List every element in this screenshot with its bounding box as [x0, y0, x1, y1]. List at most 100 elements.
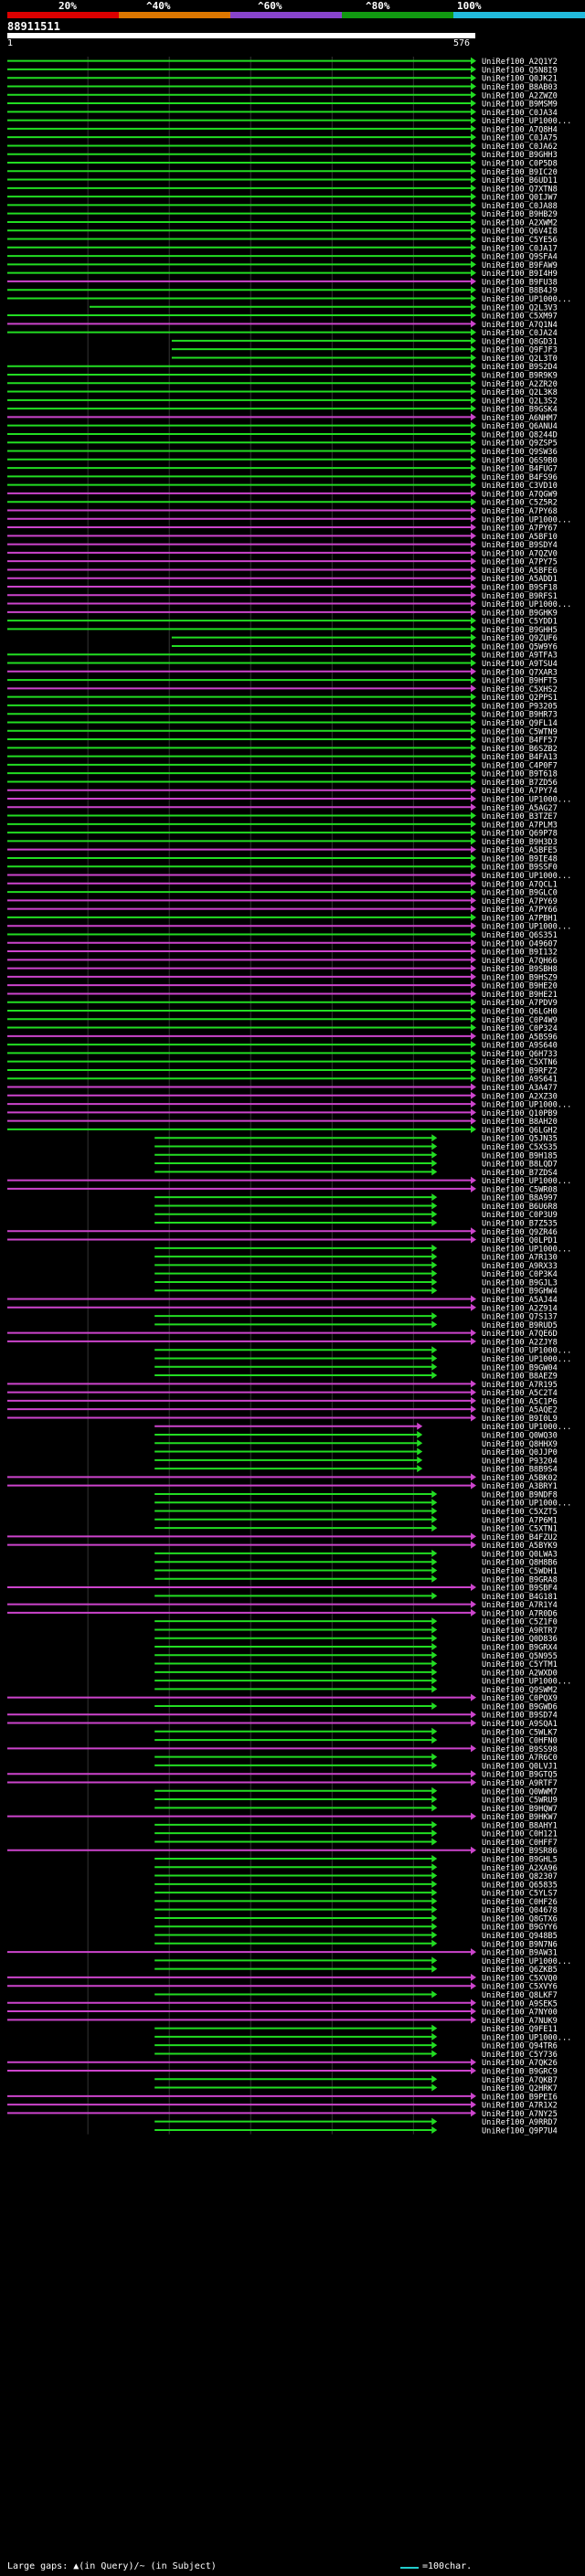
- hit-row[interactable]: UniRef100_A7PY69: [7, 896, 558, 906]
- hit-label[interactable]: UniRef100_Q6ZKB5: [482, 1966, 558, 1975]
- hit-row[interactable]: UniRef100_C5XM97: [7, 312, 558, 322]
- hit-row[interactable]: UniRef100_C0HFN0: [154, 1736, 558, 1746]
- hit-label[interactable]: UniRef100_C0JA75: [482, 134, 558, 143]
- hit-label[interactable]: UniRef100_C0JA34: [482, 109, 558, 118]
- hit-label[interactable]: UniRef100_UP1000...: [482, 1177, 571, 1186]
- hit-label[interactable]: UniRef100_A9RRD7: [482, 2118, 558, 2127]
- hit-row[interactable]: UniRef100_Q6H733: [7, 1049, 558, 1059]
- hit-row[interactable]: UniRef100_Q0IJW7: [7, 193, 558, 203]
- hit-label[interactable]: UniRef100_B9GHH3: [482, 151, 558, 160]
- hit-label[interactable]: UniRef100_B4G181: [482, 1593, 558, 1602]
- hit-row[interactable]: UniRef100_A9TSU4: [7, 659, 558, 670]
- hit-row[interactable]: UniRef100_Q2HRK7: [154, 2083, 558, 2094]
- hit-label[interactable]: UniRef100_B9I132: [482, 949, 558, 958]
- hit-row[interactable]: UniRef100_B9SD74: [7, 1711, 558, 1721]
- hit-label[interactable]: UniRef100_C5WR08: [482, 1185, 558, 1194]
- hit-label[interactable]: UniRef100_Q0D836: [482, 1635, 558, 1644]
- hit-row[interactable]: UniRef100_C0HF26: [154, 1897, 558, 1907]
- hit-row[interactable]: UniRef100_A7R195: [7, 1380, 558, 1390]
- hit-label[interactable]: UniRef100_B9T618: [482, 770, 558, 779]
- hit-label[interactable]: UniRef100_A7R6C0: [482, 1754, 558, 1763]
- hit-row[interactable]: UniRef100_C4P0F7: [7, 760, 558, 771]
- hit-label[interactable]: UniRef100_A3A477: [482, 1084, 558, 1093]
- hit-label[interactable]: UniRef100_B9HR73: [482, 711, 558, 720]
- hit-label[interactable]: UniRef100_UP1000...: [482, 1347, 571, 1356]
- hit-row[interactable]: UniRef100_A7QGW9: [7, 489, 558, 500]
- hit-row[interactable]: UniRef100_A5BF10: [7, 532, 558, 542]
- hit-row[interactable]: UniRef100_B9GHL5: [154, 1855, 558, 1865]
- hit-row[interactable]: UniRef100_A9S641: [7, 1075, 558, 1085]
- hit-row[interactable]: UniRef100_B9N7N6: [154, 1939, 558, 1950]
- hit-label[interactable]: UniRef100_A5AG27: [482, 804, 558, 813]
- hit-label[interactable]: UniRef100_Q9FE11: [482, 2025, 558, 2034]
- hit-label[interactable]: UniRef100_Q94TR6: [482, 2042, 558, 2051]
- hit-label[interactable]: UniRef100_B7Z535: [482, 1220, 558, 1229]
- hit-row[interactable]: UniRef100_Q5JN35: [154, 1134, 558, 1144]
- hit-label[interactable]: UniRef100_A2Z914: [482, 1304, 558, 1313]
- hit-row[interactable]: UniRef100_B9GHH3: [7, 150, 558, 161]
- hit-label[interactable]: UniRef100_P93205: [482, 702, 558, 711]
- hit-row[interactable]: UniRef100_UP1000...: [7, 116, 571, 127]
- hit-row[interactable]: UniRef100_A9SEK5: [7, 1998, 558, 2009]
- hit-row[interactable]: UniRef100_B9HKW7: [7, 1812, 558, 1823]
- hit-label[interactable]: UniRef100_C5XS35: [482, 1143, 558, 1152]
- hit-row[interactable]: UniRef100_A7Q8H4: [7, 124, 558, 135]
- hit-row[interactable]: UniRef100_P93205: [7, 701, 558, 712]
- hit-label[interactable]: UniRef100_Q6S9B0: [482, 456, 558, 465]
- hit-label[interactable]: UniRef100_B9GJL3: [482, 1278, 558, 1288]
- hit-row[interactable]: UniRef100_Q69P78: [7, 829, 558, 839]
- hit-row[interactable]: UniRef100_B9I132: [7, 948, 558, 958]
- hit-label[interactable]: UniRef100_B9H185: [482, 1151, 558, 1161]
- hit-row[interactable]: UniRef100_B9GRA8: [154, 1574, 558, 1585]
- hit-label[interactable]: UniRef100_A9SQA1: [482, 1720, 558, 1729]
- hit-label[interactable]: UniRef100_A9TFA3: [482, 652, 558, 661]
- hit-row[interactable]: UniRef100_C5WLK7: [154, 1727, 558, 1738]
- hit-label[interactable]: UniRef100_C5XM97: [482, 313, 558, 322]
- hit-row[interactable]: UniRef100_Q2L3K8: [7, 387, 558, 398]
- hit-label[interactable]: UniRef100_C0P3U9: [482, 1211, 558, 1220]
- hit-row[interactable]: UniRef100_Q5N8I9: [7, 65, 558, 76]
- hit-row[interactable]: UniRef100_A7QKB7: [154, 2075, 558, 2085]
- hit-row[interactable]: UniRef100_C5XVY6: [7, 1982, 558, 1992]
- hit-row[interactable]: UniRef100_C3VD10: [7, 481, 558, 492]
- hit-label[interactable]: UniRef100_UP1000...: [482, 600, 571, 610]
- hit-label[interactable]: UniRef100_Q9ZR46: [482, 1228, 558, 1237]
- hit-label[interactable]: UniRef100_A9RTF7: [482, 1779, 558, 1788]
- hit-row[interactable]: UniRef100_B9GWD6: [154, 1701, 558, 1712]
- hit-label[interactable]: UniRef100_Q0LPD1: [482, 1236, 558, 1246]
- hit-row[interactable]: UniRef100_A9SQA1: [7, 1719, 558, 1730]
- hit-label[interactable]: UniRef100_B9SD74: [482, 1712, 558, 1721]
- hit-label[interactable]: UniRef100_B9NDF8: [482, 1490, 558, 1500]
- hit-row[interactable]: UniRef100_Q9P7U4: [154, 2125, 558, 2136]
- hit-row[interactable]: UniRef100_A2WXD0: [154, 1668, 558, 1679]
- hit-label[interactable]: UniRef100_A2XZ30: [482, 1092, 558, 1101]
- hit-label[interactable]: UniRef100_B9GSK4: [482, 406, 558, 415]
- hit-label[interactable]: UniRef100_A9RTR7: [482, 1627, 558, 1636]
- hit-row[interactable]: UniRef100_A7R1X2: [7, 2101, 558, 2111]
- hit-row[interactable]: UniRef100_C5Z1F0: [154, 1617, 558, 1627]
- hit-row[interactable]: UniRef100_B8AB03: [7, 82, 558, 92]
- hit-label[interactable]: UniRef100_B9PEI6: [482, 2093, 558, 2102]
- hit-row[interactable]: UniRef100_C0JA88: [7, 201, 558, 211]
- hit-row[interactable]: UniRef100_B4G181: [154, 1592, 558, 1602]
- hit-label[interactable]: UniRef100_C0JA88: [482, 202, 558, 211]
- hit-row[interactable]: UniRef100_A7R6C0: [154, 1753, 558, 1764]
- hit-row[interactable]: UniRef100_C0P3U9: [154, 1210, 558, 1221]
- hit-row[interactable]: UniRef100_Q9ZUF6: [171, 633, 558, 644]
- hit-label[interactable]: UniRef100_A9RX33: [482, 1262, 558, 1271]
- hit-label[interactable]: UniRef100_Q9FJF3: [482, 346, 558, 355]
- hit-row[interactable]: UniRef100_Q8HHX9: [154, 1439, 558, 1449]
- hit-label[interactable]: UniRef100_Q8LKF7: [482, 1991, 558, 2000]
- hit-row[interactable]: UniRef100_B6U6R8: [154, 1202, 558, 1212]
- hit-label[interactable]: UniRef100_UP1000...: [482, 923, 571, 932]
- hit-row[interactable]: UniRef100_B8B9S4: [154, 1465, 558, 1475]
- hit-label[interactable]: UniRef100_C5WRU9: [482, 1797, 558, 1806]
- hit-label[interactable]: UniRef100_A2Q1Y2: [482, 58, 558, 67]
- hit-row[interactable]: UniRef100_Q9SW36: [7, 447, 558, 458]
- hit-row[interactable]: UniRef100_A5BS96: [7, 1032, 558, 1043]
- hit-row[interactable]: UniRef100_Q8GD31: [171, 336, 558, 347]
- hit-row[interactable]: UniRef100_UP1000...: [154, 1499, 571, 1509]
- hit-label[interactable]: UniRef100_A7PY67: [482, 525, 558, 534]
- hit-row[interactable]: UniRef100_B9IC20: [7, 167, 558, 177]
- hit-label[interactable]: UniRef100_B9SDY4: [482, 541, 558, 550]
